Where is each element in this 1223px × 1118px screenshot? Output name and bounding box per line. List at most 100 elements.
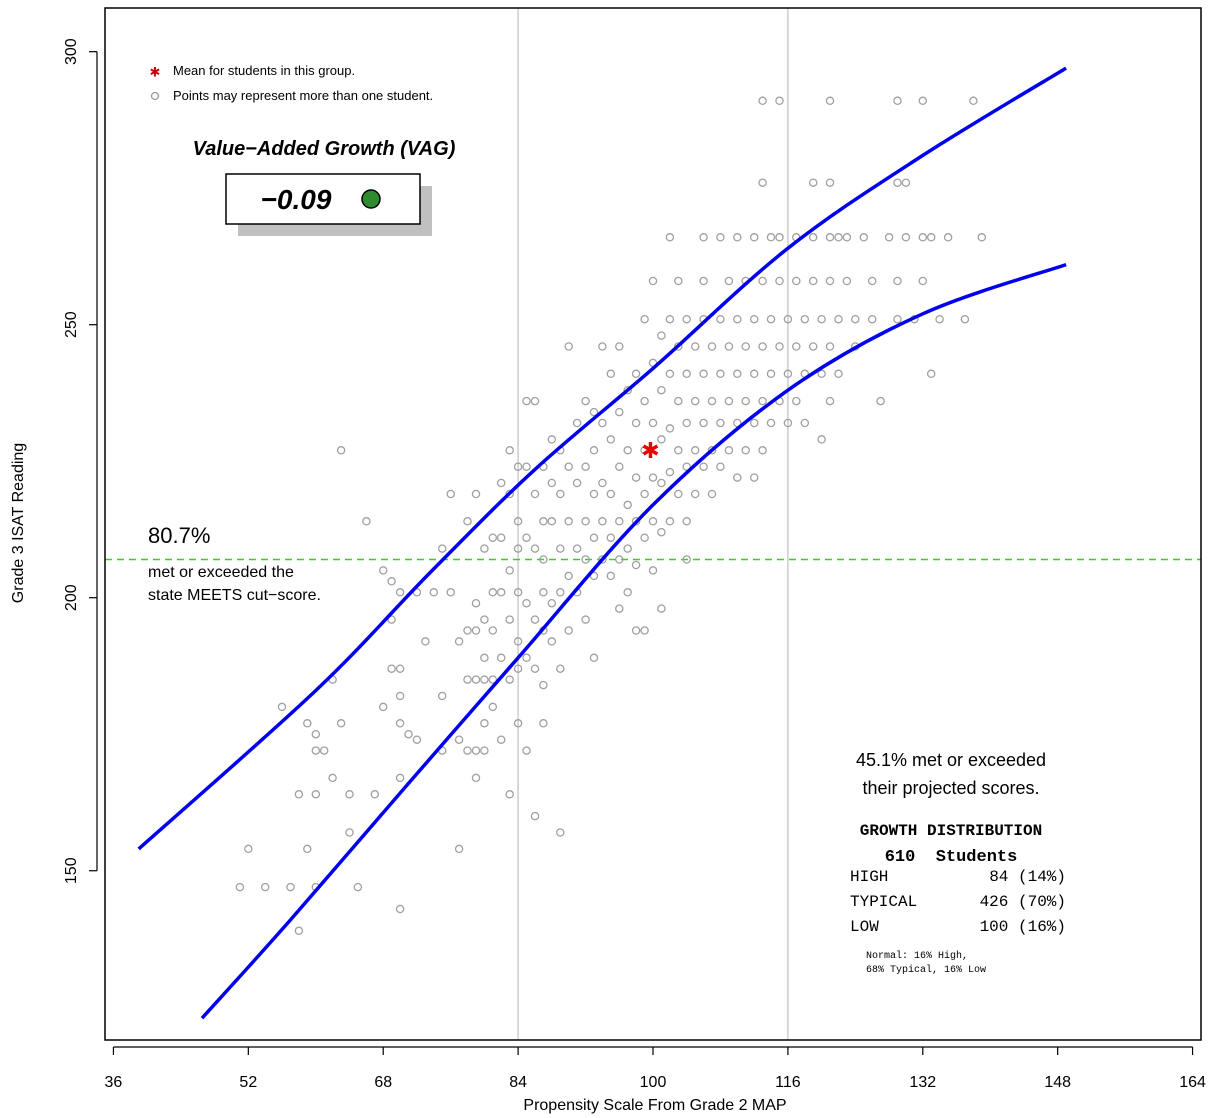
legend-mean-label: Mean for students in this group. xyxy=(173,63,355,78)
data-point xyxy=(657,331,666,340)
y-tick-label: 300 xyxy=(63,38,80,65)
y-tick-label: 150 xyxy=(63,857,80,884)
meets-line2: state MEETS cut−score. xyxy=(148,587,321,604)
data-point xyxy=(581,615,590,624)
data-point xyxy=(842,276,852,286)
data-point xyxy=(564,626,573,635)
data-point xyxy=(547,517,557,526)
data-point xyxy=(724,276,734,286)
data-point xyxy=(648,566,658,575)
data-point xyxy=(901,178,911,187)
data-point xyxy=(648,473,658,482)
data-point xyxy=(792,276,801,286)
data-point xyxy=(277,702,287,712)
data-point xyxy=(522,533,531,542)
data-point xyxy=(387,664,396,673)
data-point xyxy=(699,462,708,471)
data-point xyxy=(606,571,616,581)
data-point xyxy=(556,489,565,499)
data-point xyxy=(918,276,928,286)
data-point xyxy=(606,435,616,444)
data-point xyxy=(572,544,582,553)
data-point xyxy=(471,746,481,755)
data-point xyxy=(766,418,776,428)
data-point xyxy=(471,626,481,635)
data-point xyxy=(825,396,835,406)
data-point xyxy=(657,527,666,537)
meets-line1: met or exceeded the xyxy=(148,564,294,581)
data-point xyxy=(960,314,970,324)
mean-marker: ✱ xyxy=(641,438,659,463)
data-point xyxy=(631,473,641,482)
data-point xyxy=(530,811,540,821)
projected-line1: 45.1% met or exceeded xyxy=(856,750,1046,770)
data-point xyxy=(522,598,531,608)
data-point xyxy=(496,533,506,542)
data-point xyxy=(606,369,616,379)
data-point xyxy=(395,588,405,597)
data-point xyxy=(699,418,708,428)
data-point xyxy=(564,342,573,351)
data-point xyxy=(834,369,843,379)
data-point xyxy=(758,396,767,406)
data-point xyxy=(496,735,506,744)
data-point xyxy=(328,773,337,783)
data-point xyxy=(682,418,691,428)
legend-points-label: Points may represent more than one stude… xyxy=(173,88,433,103)
data-point xyxy=(657,385,666,395)
data-point xyxy=(682,314,691,324)
data-point xyxy=(834,314,843,324)
data-point xyxy=(724,446,734,455)
data-point xyxy=(665,467,675,477)
vag-title: Value−Added Growth (VAG) xyxy=(193,138,456,160)
x-tick-label: 36 xyxy=(105,1074,123,1091)
data-point xyxy=(615,517,624,526)
data-point xyxy=(682,369,691,379)
data-point xyxy=(480,653,489,663)
data-point xyxy=(893,314,902,324)
data-point xyxy=(657,604,666,613)
projected-line2: their projected scores. xyxy=(862,778,1039,798)
data-point xyxy=(876,396,885,406)
data-point xyxy=(412,735,422,744)
data-point xyxy=(825,276,835,286)
data-point xyxy=(615,462,624,471)
data-point xyxy=(758,342,767,351)
data-point xyxy=(488,533,498,542)
data-point xyxy=(631,418,641,428)
data-point xyxy=(522,746,531,755)
data-point xyxy=(775,96,784,106)
data-point xyxy=(690,446,700,455)
data-point xyxy=(387,615,396,624)
data-point xyxy=(539,517,548,526)
data-point xyxy=(353,882,363,892)
data-point xyxy=(404,729,413,739)
legend-mean-icon: ✱ xyxy=(150,65,161,80)
data-point xyxy=(598,342,607,351)
data-point xyxy=(792,342,801,351)
data-point xyxy=(623,588,632,597)
data-point xyxy=(488,588,498,597)
data-point xyxy=(530,544,540,553)
data-point xyxy=(319,746,329,755)
data-point xyxy=(808,178,818,187)
data-point xyxy=(893,178,902,187)
data-point xyxy=(547,478,557,488)
data-point xyxy=(286,882,295,892)
data-point xyxy=(901,233,911,242)
x-axis: 36 52 68 84 100 116 132 148 164 xyxy=(105,1046,1206,1091)
data-point xyxy=(741,396,750,406)
data-point xyxy=(471,598,481,608)
data-point xyxy=(817,435,826,444)
data-point xyxy=(783,369,793,379)
data-point xyxy=(480,719,489,728)
data-point xyxy=(825,342,835,351)
x-axis-label: Propensity Scale From Grade 2 MAP xyxy=(523,1097,786,1114)
data-point xyxy=(682,517,691,526)
data-point xyxy=(674,276,683,286)
data-point xyxy=(564,517,573,526)
data-point xyxy=(598,517,607,526)
data-point xyxy=(918,96,928,106)
x-tick-label: 164 xyxy=(1179,1074,1206,1091)
